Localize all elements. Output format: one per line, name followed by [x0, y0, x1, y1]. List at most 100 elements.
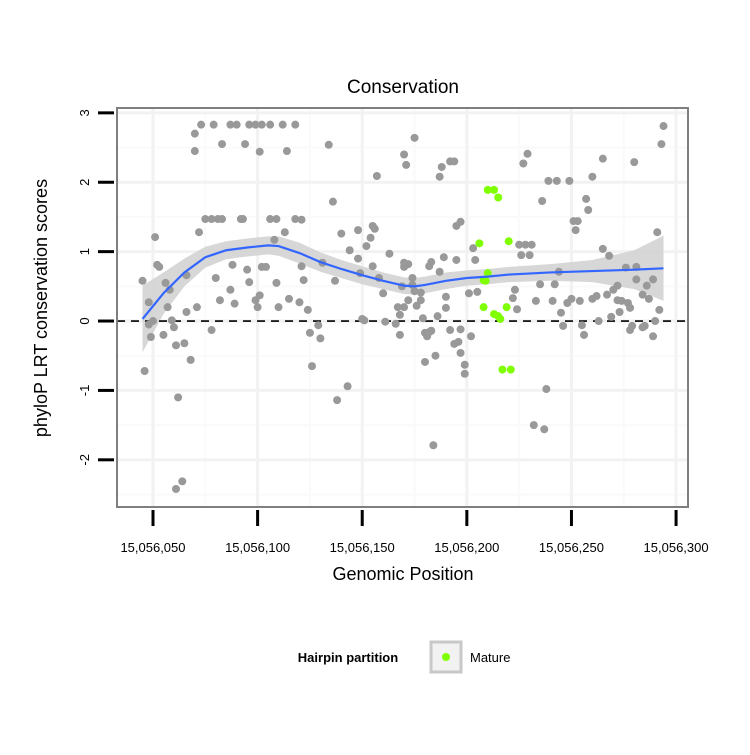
other-point [395, 310, 404, 319]
other-point [642, 281, 651, 290]
other-point [598, 244, 607, 253]
other-point [404, 260, 413, 269]
other-point [370, 224, 379, 233]
other-point [245, 120, 254, 129]
other-point [195, 228, 204, 237]
other-point [155, 262, 164, 271]
other-point [630, 158, 639, 167]
mature-point [490, 185, 499, 194]
axes: 15,056,050 15,056,100 15,056,150 15,056,200… [77, 109, 709, 555]
y-tick-label: -2 [77, 454, 92, 466]
other-point [550, 280, 559, 289]
other-point [548, 296, 557, 305]
other-point [531, 296, 540, 305]
mature-point [496, 314, 505, 323]
other-point [605, 251, 614, 260]
other-point [190, 129, 199, 138]
other-point [297, 262, 306, 271]
legend-title: Hairpin partition [298, 650, 398, 665]
other-point [456, 325, 465, 334]
other-point [456, 217, 465, 226]
other-point [291, 120, 300, 129]
other-point [441, 292, 450, 301]
other-point [603, 290, 612, 299]
other-point [314, 321, 323, 330]
other-point [515, 240, 524, 249]
other-point [299, 276, 308, 285]
other-point [460, 360, 469, 369]
other-point [379, 289, 388, 298]
other-point [278, 120, 287, 129]
mature-point [481, 276, 490, 285]
other-point [308, 362, 317, 371]
other-point [360, 316, 369, 325]
y-tick-label: -1 [77, 385, 92, 397]
other-point [266, 215, 275, 224]
other-point [226, 120, 235, 129]
x-tick-label: 15,056,250 [539, 540, 604, 555]
other-point [385, 249, 394, 258]
other-point [467, 332, 476, 341]
other-point [255, 147, 264, 156]
other-point [582, 194, 591, 203]
other-point [253, 303, 262, 312]
other-point [408, 274, 417, 283]
other-point [354, 254, 363, 263]
other-point [146, 332, 155, 341]
other-point [270, 235, 279, 244]
other-point [163, 303, 172, 312]
other-point [519, 159, 528, 168]
mature-point [498, 365, 507, 374]
other-point [159, 330, 168, 339]
x-tick-label: 15,056,050 [120, 540, 185, 555]
mature-point [502, 303, 511, 312]
other-point [337, 229, 346, 238]
y-tick-label: 3 [77, 109, 92, 116]
x-tick-label: 15,056,150 [330, 540, 395, 555]
other-point [245, 278, 254, 287]
other-point [613, 281, 622, 290]
other-point [657, 140, 666, 149]
other-point [573, 217, 582, 226]
other-point [446, 326, 455, 335]
other-point [331, 276, 340, 285]
data-points [138, 120, 668, 493]
other-point [559, 321, 568, 330]
other-point [571, 226, 580, 235]
other-point [243, 265, 252, 274]
other-point [161, 278, 170, 287]
other-point [354, 226, 363, 235]
other-point [366, 233, 375, 242]
other-point [517, 251, 526, 260]
other-point [372, 172, 381, 181]
other-point [644, 294, 653, 303]
other-point [427, 258, 436, 267]
other-point [471, 255, 480, 264]
other-point [333, 396, 342, 405]
other-point [228, 260, 237, 269]
other-point [140, 366, 149, 375]
other-point [393, 303, 402, 312]
y-axis-label: phyloP LRT conservation scores [31, 179, 51, 437]
other-point [305, 328, 314, 337]
mature-point [504, 237, 513, 246]
other-point [567, 294, 576, 303]
other-point [343, 382, 352, 391]
other-point [439, 253, 448, 262]
mature-point [475, 239, 484, 248]
other-point [324, 140, 333, 149]
other-point [404, 296, 413, 305]
other-point [172, 484, 181, 493]
other-point [655, 305, 664, 314]
other-point [215, 296, 224, 305]
other-point [450, 157, 459, 166]
other-point [552, 176, 561, 185]
other-point [174, 393, 183, 402]
y-tick-label: 2 [77, 179, 92, 186]
other-point [218, 215, 227, 224]
smooth-fit-line [141, 244, 664, 320]
other-point [272, 215, 281, 224]
mature-point [494, 193, 503, 202]
other-point [261, 262, 270, 271]
